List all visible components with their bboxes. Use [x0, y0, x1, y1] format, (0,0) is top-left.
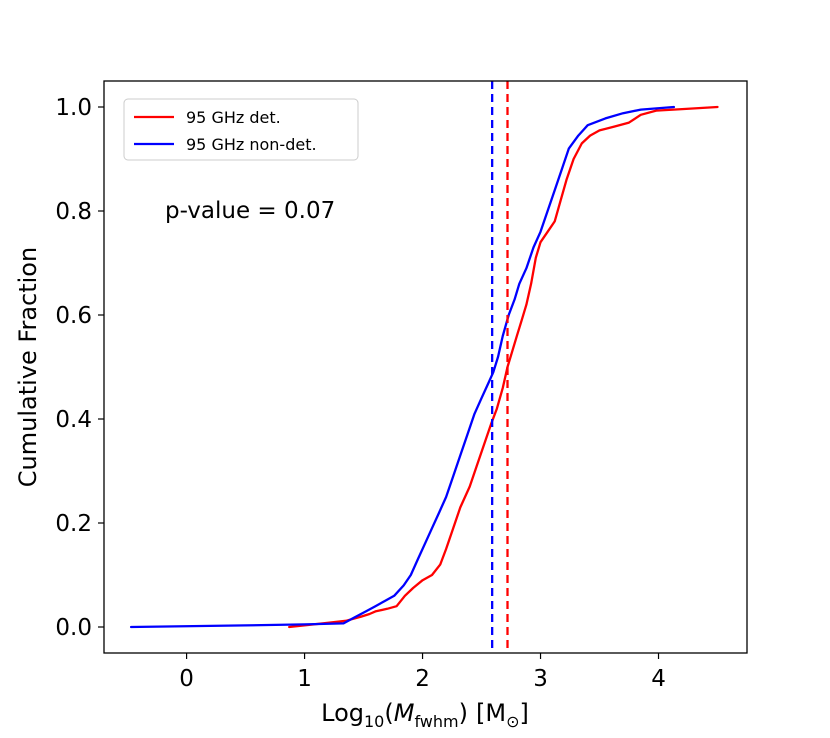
x-tick-label: 2: [415, 666, 430, 692]
x-tick-label: 4: [651, 666, 666, 692]
x-tick-label: 0: [179, 666, 194, 692]
x-label-unit-close: ]: [519, 699, 528, 727]
x-label-unit: [M: [476, 699, 506, 727]
x-label-mass-subscript: fwhm: [414, 712, 458, 731]
y-tick-label: 0.8: [55, 199, 92, 225]
y-axis-ticks: 0.0 0.2 0.4 0.6 0.8 1.0: [55, 95, 104, 641]
x-label-log: Log: [321, 699, 364, 727]
p-value-annotation: p-value = 0.07: [165, 198, 335, 224]
x-label-log-base: 10: [364, 712, 384, 731]
y-tick-label: 0.6: [55, 303, 92, 329]
legend-frame: [123, 98, 359, 161]
y-tick-label: 0.0: [55, 615, 92, 641]
x-label-mass-symbol: M: [394, 699, 415, 727]
y-tick-label: 0.4: [55, 407, 92, 433]
x-axis-ticks: 0 1 2 3 4: [179, 653, 666, 692]
x-label-unit-solar-symbol: ⊙: [506, 712, 519, 731]
y-tick-label: 0.2: [55, 511, 92, 537]
x-axis-label: Log10(Mfwhm) [M⊙]: [321, 699, 529, 731]
series-line-det: [288, 105, 719, 629]
x-label-paren-open: (: [384, 699, 393, 727]
axes-frame: [103, 80, 748, 654]
x-tick-label: 3: [533, 666, 548, 692]
median-lines: [491, 81, 509, 653]
series-line-non-det: [129, 105, 676, 629]
y-tick-label: 1.0: [55, 95, 92, 121]
x-label-paren-close: ): [459, 699, 468, 727]
series-layer: [129, 105, 719, 629]
legend-label-det: 95 GHz det.: [186, 108, 281, 127]
legend: 95 GHz det. 95 GHz non-det.: [123, 98, 359, 161]
y-axis-label: Cumulative Fraction: [14, 247, 42, 487]
legend-label-non-det: 95 GHz non-det.: [186, 135, 317, 154]
x-tick-label: 1: [297, 666, 312, 692]
